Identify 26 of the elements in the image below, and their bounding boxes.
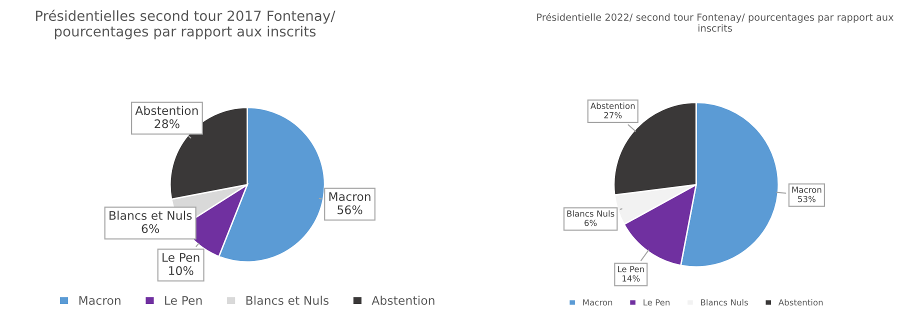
- data-label: 6%: [142, 224, 160, 234]
- legend-label: Macron: [79, 296, 120, 305]
- chart-title: Présidentielle 2022/ second tour Fontenay/ pourcentages par rapport aux inscrits: [537, 12, 894, 32]
- legend-label: Le Pen: [644, 299, 670, 306]
- slice-label: Macron: [329, 192, 370, 202]
- slice-label: Abstention: [135, 106, 198, 116]
- data-label: 10%: [169, 266, 194, 276]
- data-label: 53%: [798, 196, 816, 202]
- slice-label: Le Pen: [162, 253, 200, 262]
- slice-label: Blancs et Nuls: [110, 210, 192, 220]
- legend-label: Macron: [583, 299, 612, 306]
- slice-label: Blancs Nuls: [567, 210, 614, 217]
- data-label: 28%: [154, 119, 180, 128]
- data-label: 6%: [584, 220, 597, 226]
- slice-label: Macron: [792, 186, 822, 193]
- chart-title: Présidentielles second tour 2017 Fontenay/ pourcentages par rapport aux inscrits: [36, 10, 336, 40]
- legend-label: Blancs Nuls: [701, 299, 748, 306]
- data-label: 27%: [604, 112, 622, 118]
- slice-label: Le Pen: [618, 266, 644, 272]
- data-label: 56%: [338, 205, 362, 214]
- slice-label: Abstention: [590, 102, 635, 110]
- legend-label: Abstention: [372, 296, 434, 305]
- data-label: 14%: [622, 275, 640, 282]
- legend-label: Abstention: [778, 299, 823, 306]
- legend-label: Le Pen: [165, 296, 202, 305]
- legend-label: Blancs et Nuls: [246, 296, 329, 305]
